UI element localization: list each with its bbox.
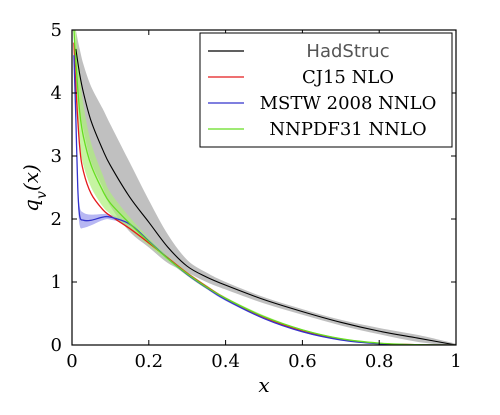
y-axis-label: qv(x): [19, 164, 50, 212]
x-tick-label: 0.6: [288, 351, 317, 372]
x-tick-label: 0.8: [365, 351, 394, 372]
legend-label-nnpdf31-nnlo: NNPDF31 NNLO: [269, 119, 426, 140]
plot-frame: [71, 29, 457, 346]
y-tick-label: 1: [51, 272, 62, 293]
x-axis-label: x: [258, 373, 269, 397]
x-tick-label: 0: [66, 351, 77, 372]
legend-box: [199, 32, 453, 148]
x-tick-label: 0.4: [211, 351, 240, 372]
y-tick-label: 4: [51, 83, 62, 104]
legend-label-mstw-2008-nnlo: MSTW 2008 NNLO: [260, 93, 437, 114]
legend-label-cj15-nlo: CJ15 NLO: [302, 67, 394, 88]
legend-label-hadstruc: HadStruc: [306, 41, 389, 62]
y-tick-label: 5: [51, 20, 62, 41]
series-line-nnpdf31-nnlo: [73, 30, 456, 345]
y-tick-label: 0: [51, 335, 62, 356]
y-tick-label: 2: [51, 209, 62, 230]
y-tick-label: 3: [51, 146, 62, 167]
x-tick-label: 0.2: [134, 351, 163, 372]
series-line-hadstruc: [75, 48, 456, 345]
x-tick-label: 1: [450, 351, 461, 372]
